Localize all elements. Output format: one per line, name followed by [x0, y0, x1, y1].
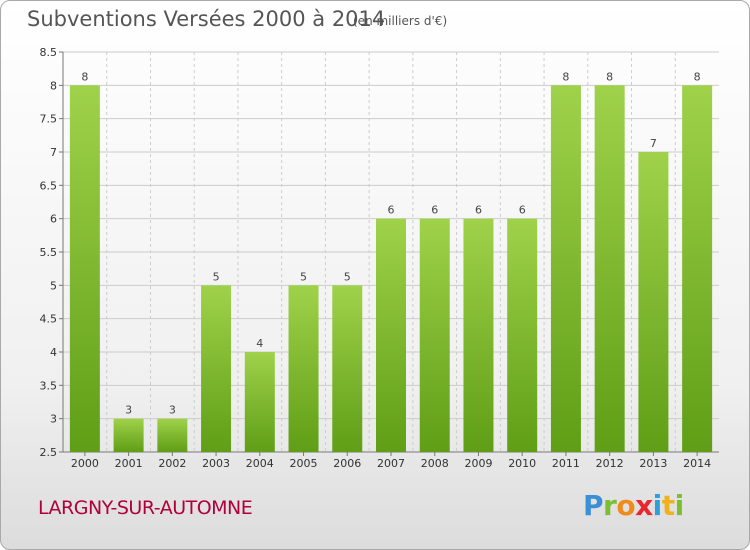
y-tick-label: 2.5 — [40, 446, 58, 459]
y-tick-label: 6 — [50, 213, 57, 226]
bar — [376, 218, 406, 452]
data-label: 6 — [431, 204, 438, 217]
x-tick-label: 2006 — [333, 457, 361, 470]
data-label: 8 — [81, 70, 88, 83]
chart-unit: (en milliers d'€) — [353, 14, 448, 28]
data-label: 8 — [694, 70, 701, 83]
x-tick-label: 2011 — [552, 457, 580, 470]
commune-name: LARGNY-SUR-AUTOMNE — [38, 497, 253, 519]
bar — [594, 85, 625, 452]
labels: 2.5 3 3.5 4 4.5 5 5.5 6 6.5 7 7.5 8 8.5 8 2000 3 2001 3 20… — [40, 46, 712, 470]
bar — [201, 285, 232, 452]
x-tick-label: 2003 — [202, 457, 230, 470]
y-tick-label: 6.5 — [40, 179, 58, 192]
x-tick-label: 2010 — [508, 457, 536, 470]
bar — [244, 352, 275, 452]
y-tick-label: 4.5 — [40, 313, 58, 326]
data-label: 7 — [650, 137, 657, 150]
chart-title: Subventions Versées 2000 à 2014 — [27, 7, 386, 31]
x-tick-label: 2007 — [377, 457, 405, 470]
x-tick-label: 2008 — [421, 457, 449, 470]
x-tick-label: 2005 — [290, 457, 318, 470]
proxiti-logo: Proxiti — [583, 489, 684, 522]
x-tick-label: 2001 — [115, 457, 143, 470]
x-tick-label: 2004 — [246, 457, 274, 470]
y-tick-label: 3.5 — [40, 379, 58, 392]
data-label: 3 — [169, 404, 176, 417]
data-label: 4 — [256, 337, 263, 350]
y-tick-label: 5.5 — [40, 246, 58, 259]
bars — [69, 85, 713, 452]
data-label: 6 — [475, 204, 482, 217]
data-label: 3 — [125, 404, 132, 417]
x-tick-label: 2002 — [158, 457, 186, 470]
data-label: 5 — [213, 270, 220, 283]
data-label: 5 — [300, 270, 307, 283]
x-tick-label: 2014 — [683, 457, 711, 470]
y-tick-label: 7.5 — [40, 113, 58, 126]
x-tick-label: 2000 — [71, 457, 99, 470]
data-label: 6 — [519, 204, 526, 217]
data-label: 5 — [344, 270, 351, 283]
bar — [682, 85, 713, 452]
x-tick-label: 2013 — [639, 457, 667, 470]
bar — [332, 285, 363, 452]
bar — [463, 218, 494, 452]
x-tick-label: 2012 — [596, 457, 624, 470]
bar — [157, 418, 188, 452]
bar — [113, 418, 144, 452]
bar — [550, 85, 581, 452]
bar — [69, 85, 100, 452]
y-tick-label: 4 — [50, 346, 57, 359]
y-tick-label: 8.5 — [40, 46, 58, 59]
bar — [419, 218, 450, 452]
y-tick-label: 7 — [50, 146, 57, 159]
data-label: 8 — [606, 70, 613, 83]
bar — [288, 285, 319, 452]
x-tick-label: 2009 — [464, 457, 492, 470]
bar — [507, 218, 538, 452]
data-label: 8 — [562, 70, 569, 83]
bar — [638, 152, 669, 452]
y-tick-label: 3 — [50, 413, 57, 426]
y-tick-label: 8 — [50, 79, 57, 92]
data-label: 6 — [388, 204, 395, 217]
y-tick-label: 5 — [50, 279, 57, 292]
